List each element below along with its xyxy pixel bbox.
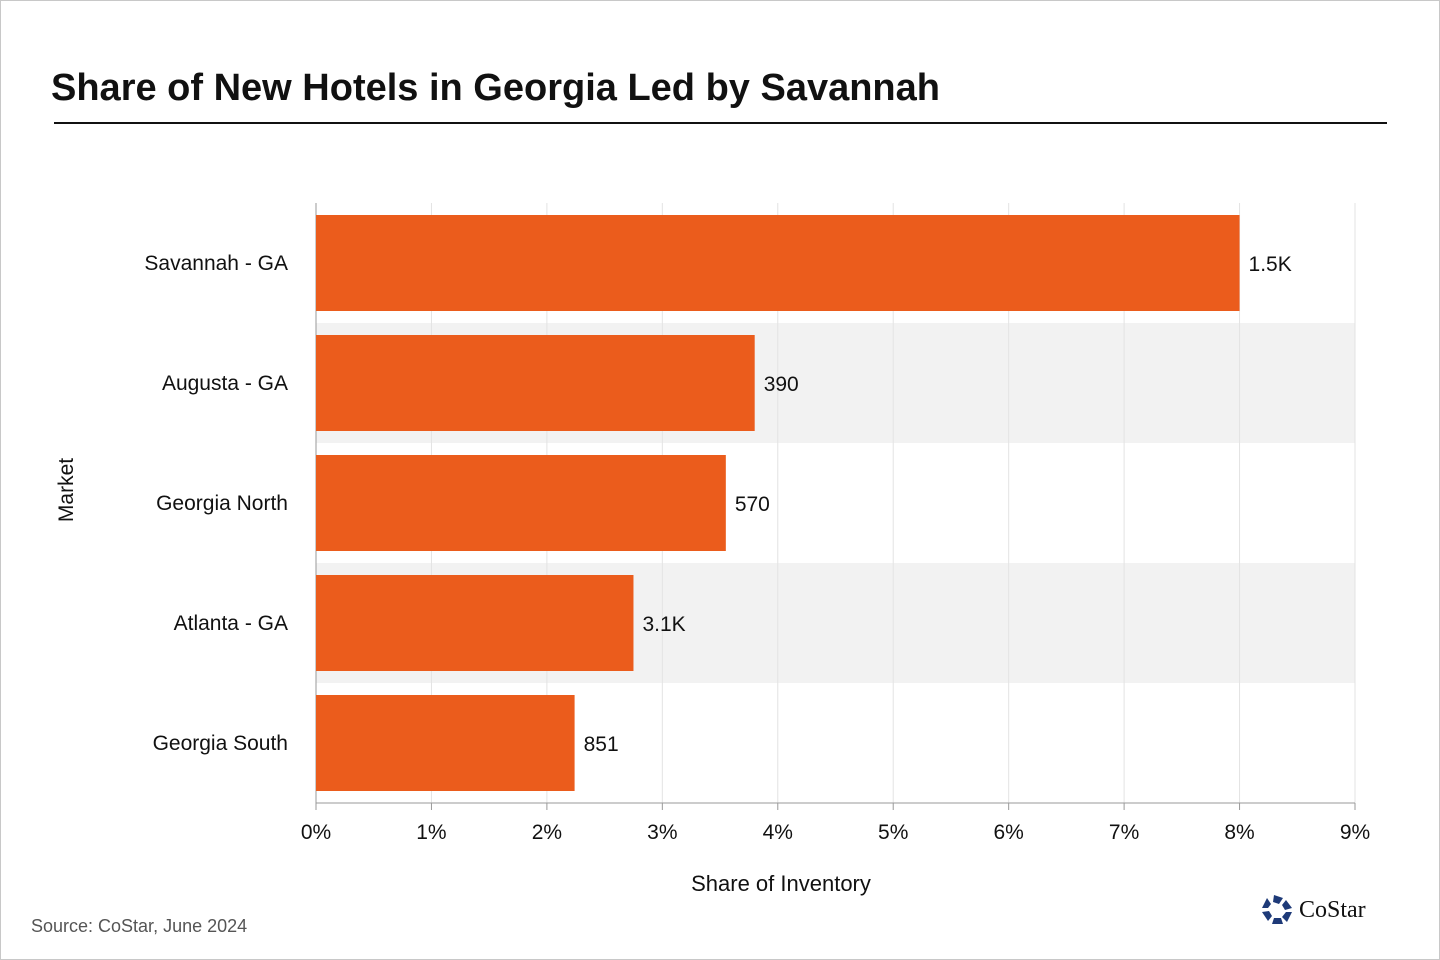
x-axis-title: Share of Inventory [691, 871, 871, 896]
costar-logo: CoStar [1261, 894, 1366, 926]
x-tick-label: 1% [416, 821, 446, 844]
data-label: 1.5K [1249, 253, 1292, 276]
y-axis-title: Market [55, 458, 78, 522]
data-label: 390 [764, 373, 799, 396]
costar-star-icon [1262, 895, 1292, 924]
bar [316, 455, 726, 551]
source-note: Source: CoStar, June 2024 [31, 916, 248, 936]
chart-title: Share of New Hotels in Georgia Led by Sa… [51, 67, 940, 109]
bar [316, 695, 575, 791]
x-tick-label: 8% [1224, 821, 1254, 844]
x-tick-label: 9% [1340, 821, 1370, 844]
x-tick-label: 5% [878, 821, 908, 844]
y-tick-label: Georgia North [156, 492, 288, 515]
y-tick-label: Augusta - GA [162, 372, 288, 395]
y-tick-label: Atlanta - GA [174, 612, 288, 635]
bar [316, 335, 755, 431]
x-tick-label: 7% [1109, 821, 1139, 844]
logo-text: CoStar [1299, 896, 1366, 923]
bar [316, 215, 1240, 311]
y-tick-label: Georgia South [153, 732, 288, 755]
title-divider [54, 122, 1387, 124]
x-tick-label: 4% [763, 821, 793, 844]
x-tick-label: 3% [647, 821, 677, 844]
x-tick-label: 6% [993, 821, 1023, 844]
x-tick-label: 0% [301, 821, 331, 844]
bar [316, 575, 634, 671]
x-tick-label: 2% [532, 821, 562, 844]
data-label: 851 [584, 733, 619, 756]
data-label: 3.1K [642, 613, 685, 636]
y-tick-label: Savannah - GA [144, 252, 288, 275]
data-label: 570 [735, 493, 770, 516]
